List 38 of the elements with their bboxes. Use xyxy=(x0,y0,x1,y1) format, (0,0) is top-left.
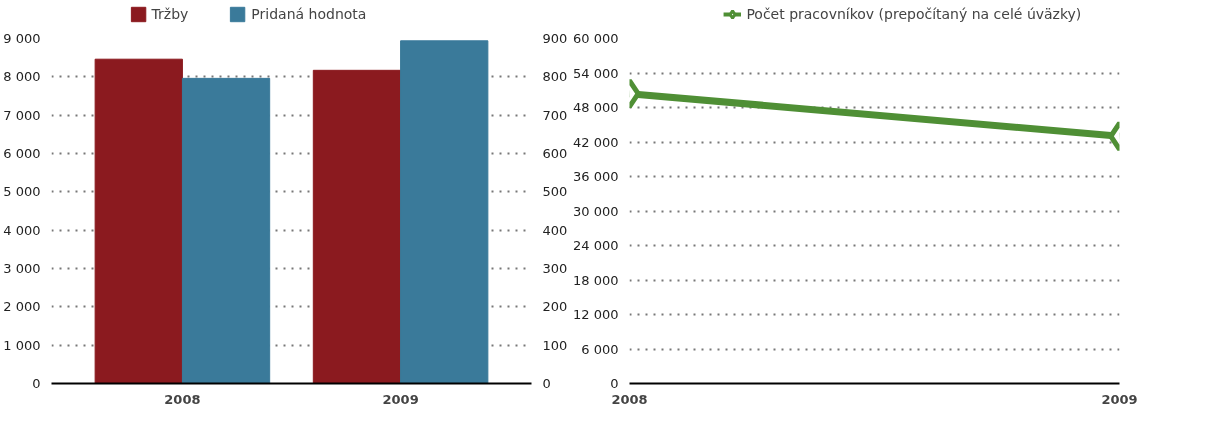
y-tick-label: 6 000 xyxy=(3,146,41,161)
legend-label: Tržby xyxy=(151,6,189,22)
x-tick-label: 2009 xyxy=(382,391,419,407)
y-tick-label: 9 000 xyxy=(3,31,41,46)
y-tick-label: 2 000 xyxy=(3,299,41,315)
y-tick-label: 3 000 xyxy=(3,261,41,276)
y-tick-label: 30 000 xyxy=(573,203,619,219)
y2-tick-label: 200 xyxy=(542,299,568,315)
y2-tick-label: 100 xyxy=(542,337,568,353)
y-tick-label: 5 000 xyxy=(3,184,41,200)
y2-tick-label: 400 xyxy=(542,222,568,238)
y-tick-label: 1 000 xyxy=(3,337,41,353)
y-tick-label: 4 000 xyxy=(3,222,41,238)
y2-tick-label: 900 xyxy=(542,31,568,46)
x-tick-label: 2008 xyxy=(611,391,648,407)
y2-tick-label: 500 xyxy=(542,184,568,200)
y-tick-label: 6 000 xyxy=(581,341,619,357)
legend-label: Pridaná hodnota xyxy=(251,6,367,22)
y2-tick-label: 0 xyxy=(542,376,551,391)
y2-tick-label: 600 xyxy=(542,146,568,161)
legend-label: Počet pracovníkov (prepočítaný na celé úväzky) xyxy=(746,6,1082,22)
y2-tick-label: 800 xyxy=(542,69,568,85)
y-tick-label: 7 000 xyxy=(3,107,41,123)
y-tick-label: 24 000 xyxy=(573,238,619,253)
y-tick-label: 60 000 xyxy=(573,31,619,46)
y-tick-label: 48 000 xyxy=(573,100,619,115)
y-tick-label: 12 000 xyxy=(573,307,619,322)
y-tick-label: 18 000 xyxy=(573,272,619,288)
y-tick-label: 54 000 xyxy=(573,65,619,81)
y-tick-label: 0 xyxy=(610,376,619,391)
x-tick-label: 2009 xyxy=(1101,391,1138,407)
y-tick-label: 8 000 xyxy=(3,69,41,85)
x-tick-label: 2008 xyxy=(164,391,201,407)
y2-tick-label: 700 xyxy=(542,107,568,123)
y-tick-label: 36 000 xyxy=(573,169,619,184)
y2-tick-label: 300 xyxy=(542,261,568,276)
y-tick-label: 42 000 xyxy=(573,134,619,150)
y-tick-label: 0 xyxy=(32,376,41,391)
